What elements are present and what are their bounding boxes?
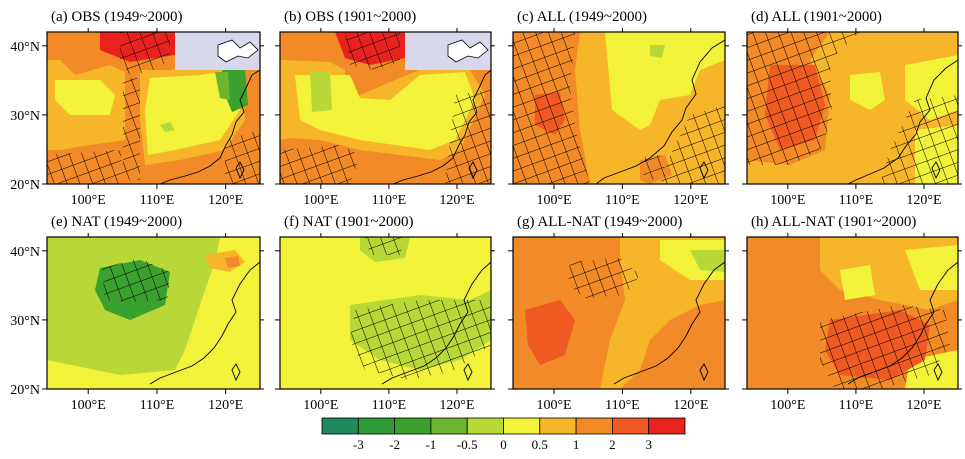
colorbar-label: 2	[609, 437, 616, 452]
island	[699, 363, 709, 382]
x-tick-label: 120°E	[208, 398, 243, 413]
panel-frame	[746, 31, 959, 185]
coastline	[613, 261, 725, 385]
x-tick-label: 110°E	[140, 398, 175, 413]
panel-frame	[46, 31, 261, 185]
y-tick-label: 20°N	[10, 178, 40, 193]
x-tick-label: 120°E	[906, 398, 941, 413]
coastline	[149, 261, 260, 385]
x-tick-label: 100°E	[770, 398, 805, 413]
colorbar-swatch	[357, 417, 395, 435]
colorbar-swatch	[466, 417, 504, 435]
panel-g	[512, 236, 726, 390]
colorbar-swatch	[648, 417, 686, 435]
coastline	[847, 261, 958, 385]
colorbar-label: 3	[645, 437, 652, 452]
colorbar-swatch	[394, 417, 432, 435]
x-tick-label: 100°E	[303, 398, 338, 413]
island	[463, 363, 473, 382]
x-tick-label: 120°E	[208, 193, 243, 208]
x-tick-label: 100°E	[536, 193, 571, 208]
coastline	[847, 59, 958, 184]
panel-d	[746, 31, 959, 185]
panel-title: (f) NAT (1901~2000)	[284, 214, 414, 230]
x-tick-label: 100°E	[536, 398, 571, 413]
panel-h	[746, 236, 959, 390]
coastline	[392, 69, 491, 184]
panel-c	[512, 31, 726, 185]
x-tick-label: 110°E	[839, 193, 874, 208]
x-tick-label: 110°E	[605, 193, 640, 208]
x-tick-label: 100°E	[303, 193, 338, 208]
panel-labels: (a) OBS (1949~2000) 100°E 110°E 120°E 40°N 30…	[10, 9, 962, 413]
x-tick-label: 110°E	[372, 193, 407, 208]
x-tick-label: 110°E	[605, 398, 640, 413]
colorbar-label: 0.5	[532, 437, 548, 452]
panel-frame	[279, 236, 492, 390]
island	[231, 363, 241, 382]
panel-title: (d) ALL (1901~2000)	[751, 9, 882, 25]
x-tick-label: 100°E	[71, 193, 106, 208]
panel-b	[279, 31, 492, 185]
colorbar-swatch	[612, 417, 650, 435]
y-tick-label: 20°N	[10, 383, 40, 398]
x-tick-label: 110°E	[140, 193, 175, 208]
x-tick-label: 100°E	[71, 398, 106, 413]
y-tick-label: 40°N	[10, 245, 40, 260]
coastline	[595, 39, 725, 184]
colorbar-label: 0	[500, 437, 507, 452]
panel-frame	[746, 236, 959, 390]
colorbar-label: 1	[573, 437, 580, 452]
island	[468, 161, 478, 180]
colorbar: -3 -2 -1 -0.5 0 0.5 1 2 3	[321, 417, 686, 452]
colorbar-swatch	[575, 417, 613, 435]
panel-title: (c) ALL (1949~2000)	[517, 9, 647, 25]
colorbar-label: -2	[389, 437, 400, 452]
colorbar-swatch	[539, 417, 577, 435]
missing-data	[175, 32, 260, 70]
colorbar-swatch	[430, 417, 468, 435]
y-tick-label: 40°N	[10, 40, 40, 55]
coastline	[381, 261, 491, 385]
panel-frame	[279, 31, 492, 185]
island	[699, 161, 709, 180]
colorbar-label: -3	[353, 437, 364, 452]
y-tick-label: 30°N	[10, 109, 40, 124]
x-tick-label: 120°E	[439, 193, 474, 208]
y-tick-label: 30°N	[10, 314, 40, 329]
x-tick-label: 110°E	[372, 398, 407, 413]
panel-title: (e) NAT (1949~2000)	[51, 214, 182, 230]
colorbar-label: -1	[425, 437, 436, 452]
panel-a	[46, 31, 261, 185]
panel-e	[46, 236, 261, 390]
x-tick-label: 110°E	[839, 398, 874, 413]
island	[235, 161, 245, 180]
x-tick-label: 100°E	[770, 193, 805, 208]
panel-title: (a) OBS (1949~2000)	[51, 9, 182, 25]
panel-title: (h) ALL-NAT (1901~2000)	[751, 214, 916, 230]
coastline	[159, 69, 260, 184]
colorbar-label: -0.5	[457, 437, 478, 452]
panel-f	[279, 236, 492, 390]
island	[933, 363, 943, 382]
x-tick-label: 120°E	[906, 193, 941, 208]
colorbar-swatch	[321, 417, 359, 435]
panel-frame	[512, 236, 726, 390]
x-tick-label: 120°E	[673, 193, 708, 208]
panel-title: (g) ALL-NAT (1949~2000)	[517, 214, 682, 230]
colorbar-swatch	[503, 417, 541, 435]
panel-frame	[512, 31, 726, 185]
panel-frame	[46, 236, 261, 390]
panel-title: (b) OBS (1901~2000)	[284, 9, 416, 25]
x-tick-label: 120°E	[439, 398, 474, 413]
x-tick-label: 120°E	[673, 398, 708, 413]
island	[931, 161, 941, 180]
